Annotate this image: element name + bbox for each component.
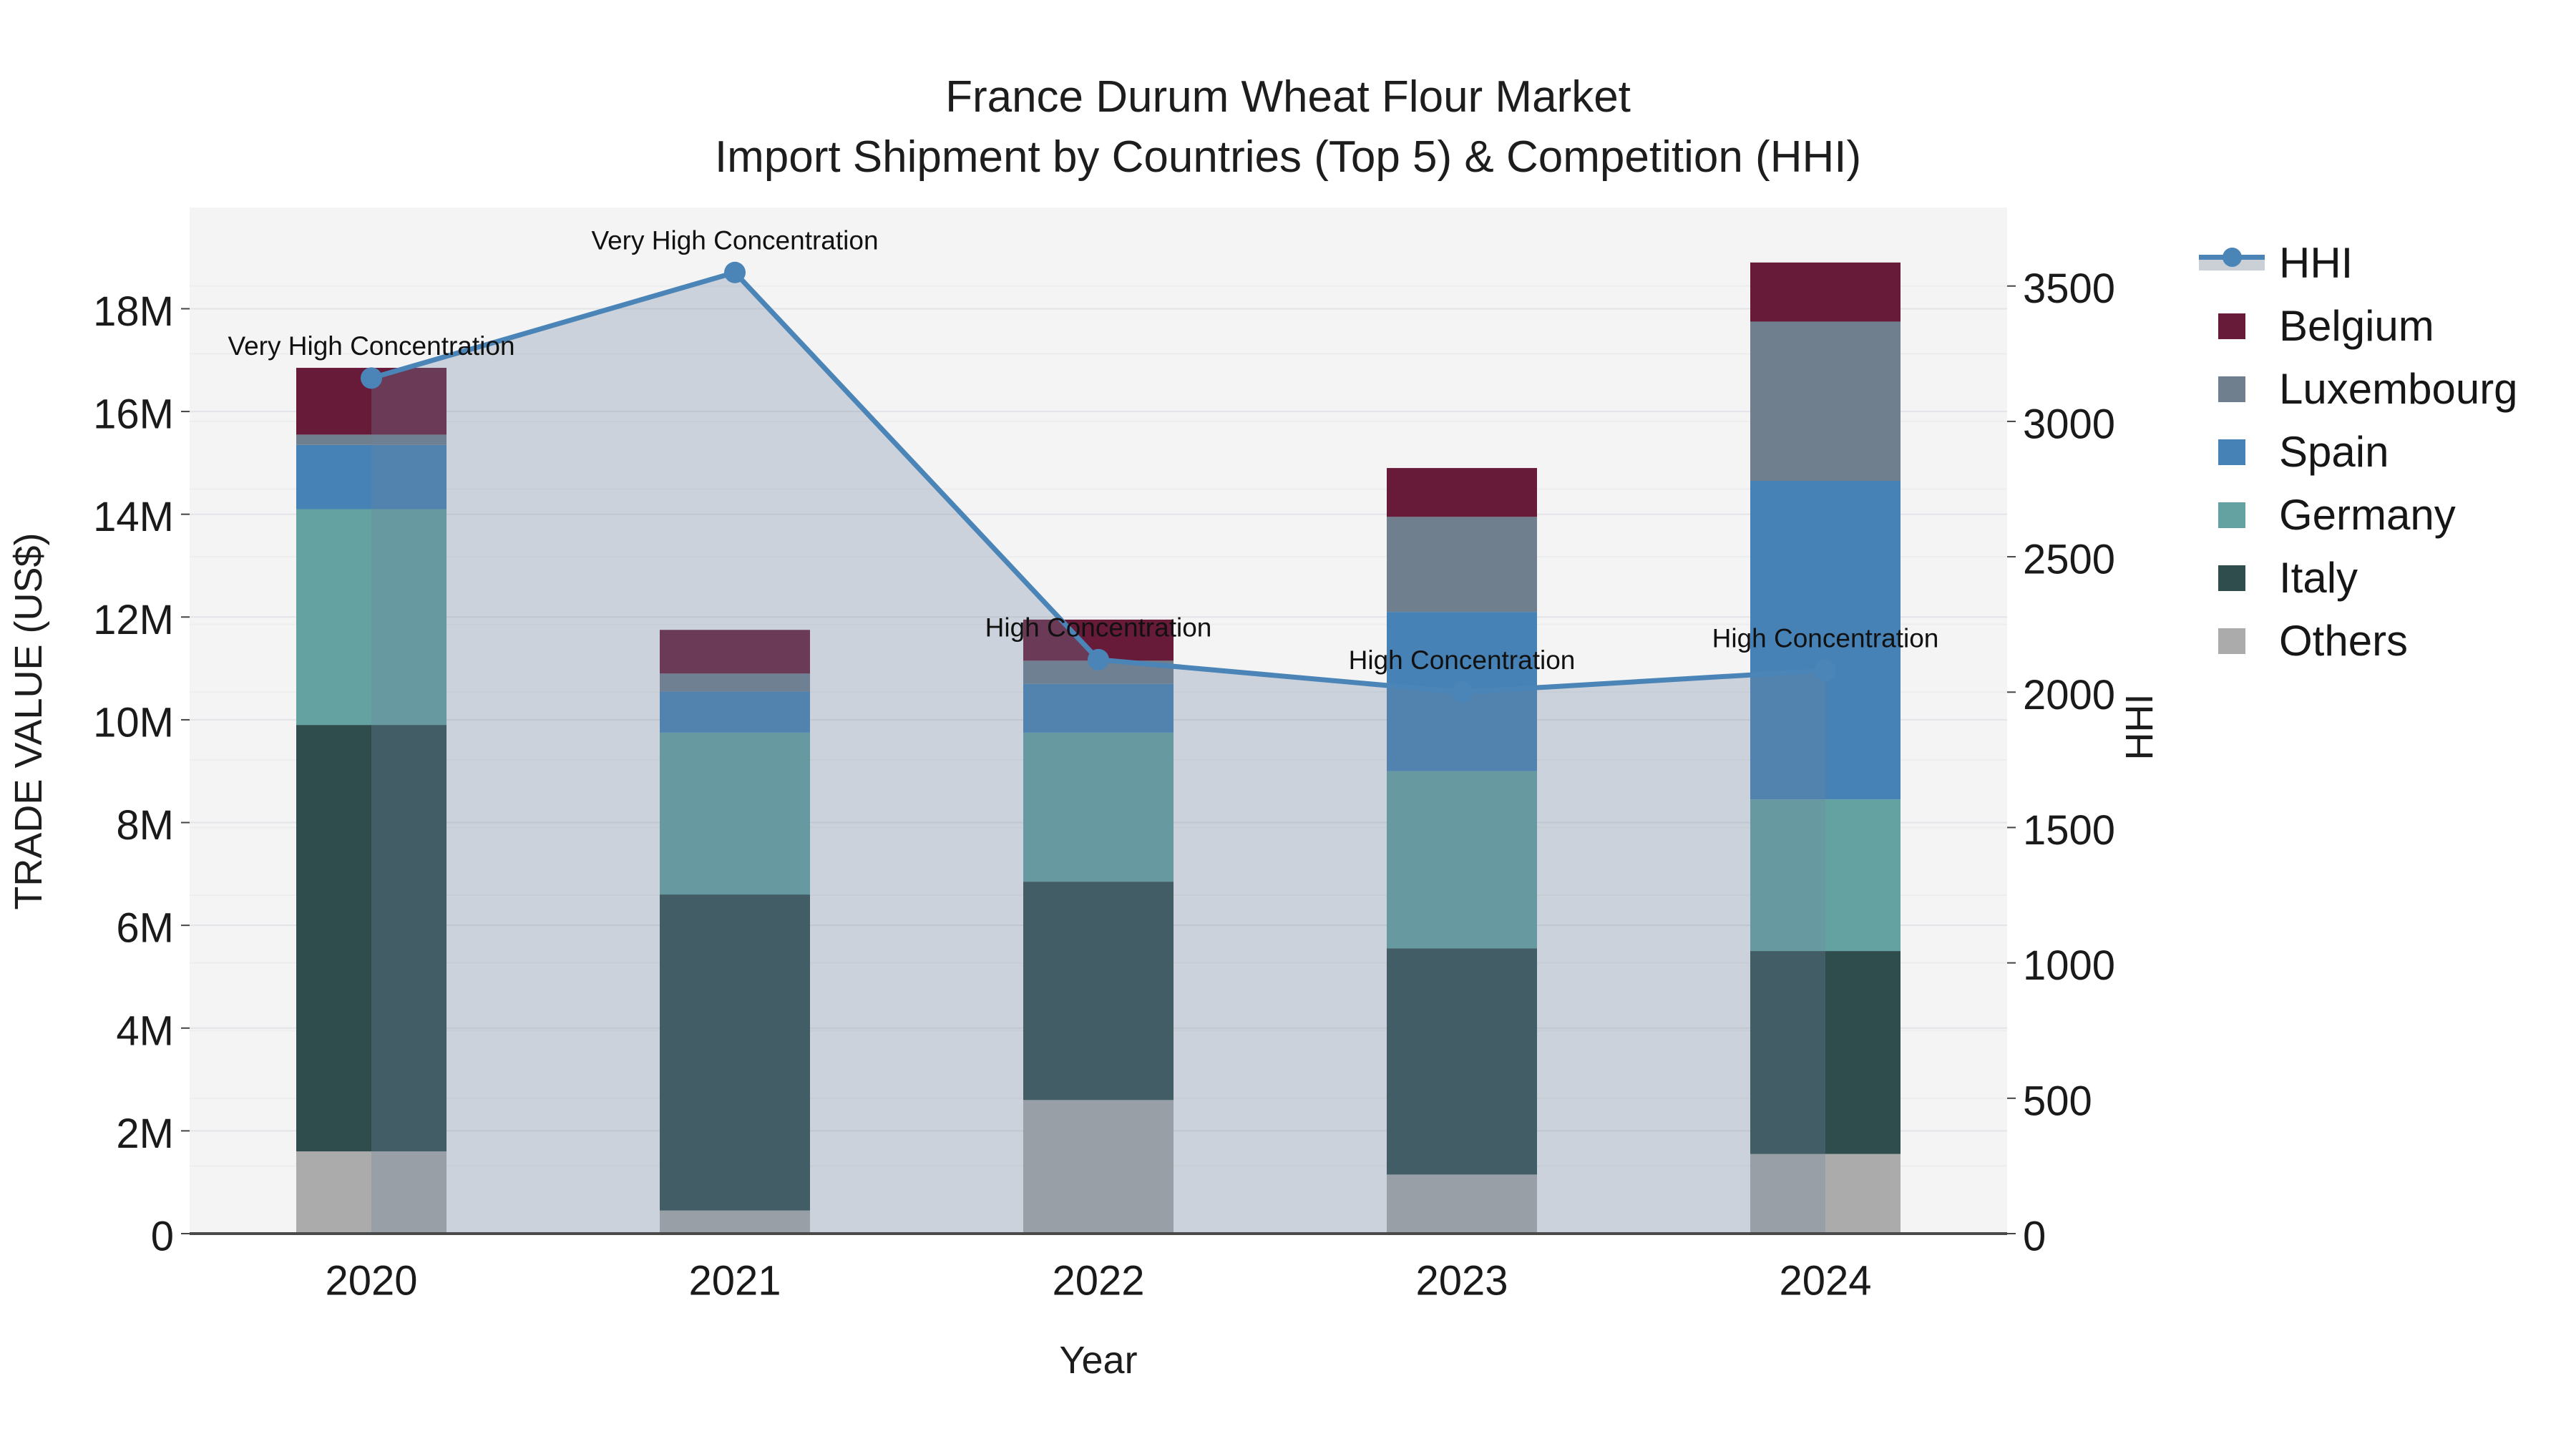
legend-label-luxembourg: Luxembourg — [2279, 365, 2518, 413]
chart-subtitle: Import Shipment by Countries (Top 5) & C… — [714, 132, 1862, 182]
bar-segment-others-2024[interactable] — [1750, 1153, 1901, 1234]
bar-segment-germany-2024[interactable] — [1750, 799, 1901, 952]
bar-segment-luxembourg-2024[interactable] — [1750, 321, 1901, 482]
legend-swatch-germany — [2218, 502, 2245, 528]
y-right-tick-label: 1000 — [2023, 942, 2115, 989]
legend-label-germany: Germany — [2279, 491, 2456, 539]
hhi-marker-2023[interactable] — [1451, 681, 1473, 703]
y-left-tick-label: 14M — [93, 494, 174, 540]
bar-segment-germany-2021[interactable] — [660, 732, 810, 895]
annotation-2022: High Concentration — [985, 613, 1212, 642]
bar-segment-belgium-2021[interactable] — [660, 630, 810, 674]
bar-segment-luxembourg-2020[interactable] — [296, 434, 447, 445]
legend-swatch-belgium — [2218, 313, 2245, 339]
bar-segment-others-2020[interactable] — [296, 1151, 447, 1234]
bar-segment-spain-2022[interactable] — [1023, 683, 1174, 733]
bar-segment-belgium-2023[interactable] — [1387, 468, 1537, 517]
legend-label-hhi: HHI — [2279, 239, 2353, 287]
bar-segment-spain-2021[interactable] — [660, 691, 810, 733]
legend-label-italy: Italy — [2279, 554, 2358, 602]
annotation-2020: Very High Concentration — [228, 331, 514, 361]
annotation-2023: High Concentration — [1349, 645, 1576, 675]
bar-segment-spain-2020[interactable] — [296, 444, 447, 509]
bar-segment-germany-2022[interactable] — [1023, 732, 1174, 882]
legend-label-spain: Spain — [2279, 428, 2389, 476]
bar-segment-italy-2022[interactable] — [1023, 882, 1174, 1101]
y-axis-title-right: HHI — [2118, 693, 2161, 761]
x-tick-label-2020: 2020 — [325, 1258, 417, 1304]
y-left-tick-label: 18M — [93, 288, 174, 335]
bar-segment-germany-2023[interactable] — [1387, 771, 1537, 949]
y-left-tick-label: 12M — [93, 597, 174, 643]
bar-segment-italy-2024[interactable] — [1750, 951, 1901, 1154]
y-right-tick-label: 1500 — [2023, 807, 2115, 854]
x-tick-label-2022: 2022 — [1052, 1258, 1144, 1304]
y-right-tick-label: 3500 — [2023, 265, 2115, 312]
hhi-marker-2024[interactable] — [1815, 660, 1836, 682]
x-tick-label-2024: 2024 — [1779, 1258, 1871, 1304]
y-right-tick-label: 0 — [2023, 1214, 2046, 1260]
y-left-tick-label: 4M — [116, 1008, 174, 1054]
bar-segment-luxembourg-2021[interactable] — [660, 673, 810, 692]
y-axis-title-left: TRADE VALUE (US$) — [7, 532, 50, 910]
legend-label-belgium: Belgium — [2279, 302, 2434, 350]
y-right-tick-label: 2000 — [2023, 672, 2115, 718]
y-left-tick-label: 8M — [116, 802, 174, 849]
y-left-tick-label: 16M — [93, 391, 174, 438]
hhi-area-fill — [371, 272, 1825, 1234]
bar-segment-spain-2024[interactable] — [1750, 481, 1901, 800]
bar-segment-others-2022[interactable] — [1023, 1100, 1174, 1234]
x-tick-label-2023: 2023 — [1415, 1258, 1508, 1304]
legend-label-others: Others — [2279, 617, 2409, 665]
bar-segment-belgium-2024[interactable] — [1750, 262, 1901, 322]
bar-segment-others-2021[interactable] — [660, 1210, 810, 1234]
y-right-tick-label: 500 — [2023, 1078, 2092, 1124]
x-tick-label-2021: 2021 — [688, 1258, 781, 1304]
hhi-marker-2022[interactable] — [1088, 648, 1109, 670]
hhi-marker-2020[interactable] — [361, 367, 382, 389]
y-left-tick-label: 2M — [116, 1111, 174, 1157]
bar-segment-italy-2020[interactable] — [296, 725, 447, 1152]
y-left-tick-label: 6M — [116, 905, 174, 952]
y-right-tick-label: 3000 — [2023, 401, 2115, 447]
chart-title: France Durum Wheat Flour Market — [945, 72, 1631, 122]
x-axis-line — [190, 1232, 2007, 1235]
hhi-line-sample-icon — [2199, 248, 2265, 272]
legend-swatch-luxembourg — [2218, 376, 2245, 402]
y-right-tick-label: 2500 — [2023, 537, 2115, 583]
bar-segment-italy-2023[interactable] — [1387, 948, 1537, 1175]
annotation-2024: High Concentration — [1712, 624, 1939, 653]
bar-segment-germany-2020[interactable] — [296, 509, 447, 726]
annotation-2021: Very High Concentration — [591, 225, 878, 255]
hhi-marker-2021[interactable] — [724, 261, 746, 283]
legend-swatch-spain — [2218, 439, 2245, 465]
legend-swatch-others — [2218, 628, 2245, 654]
bar-segment-luxembourg-2023[interactable] — [1387, 517, 1537, 613]
y-left-tick-label: 10M — [93, 699, 174, 746]
bar-segment-others-2023[interactable] — [1387, 1174, 1537, 1234]
bar-segment-italy-2021[interactable] — [660, 894, 810, 1211]
y-left-tick-label: 0 — [151, 1214, 174, 1260]
legend-swatch-italy — [2218, 565, 2245, 591]
x-axis-title: Year — [1059, 1339, 1138, 1382]
